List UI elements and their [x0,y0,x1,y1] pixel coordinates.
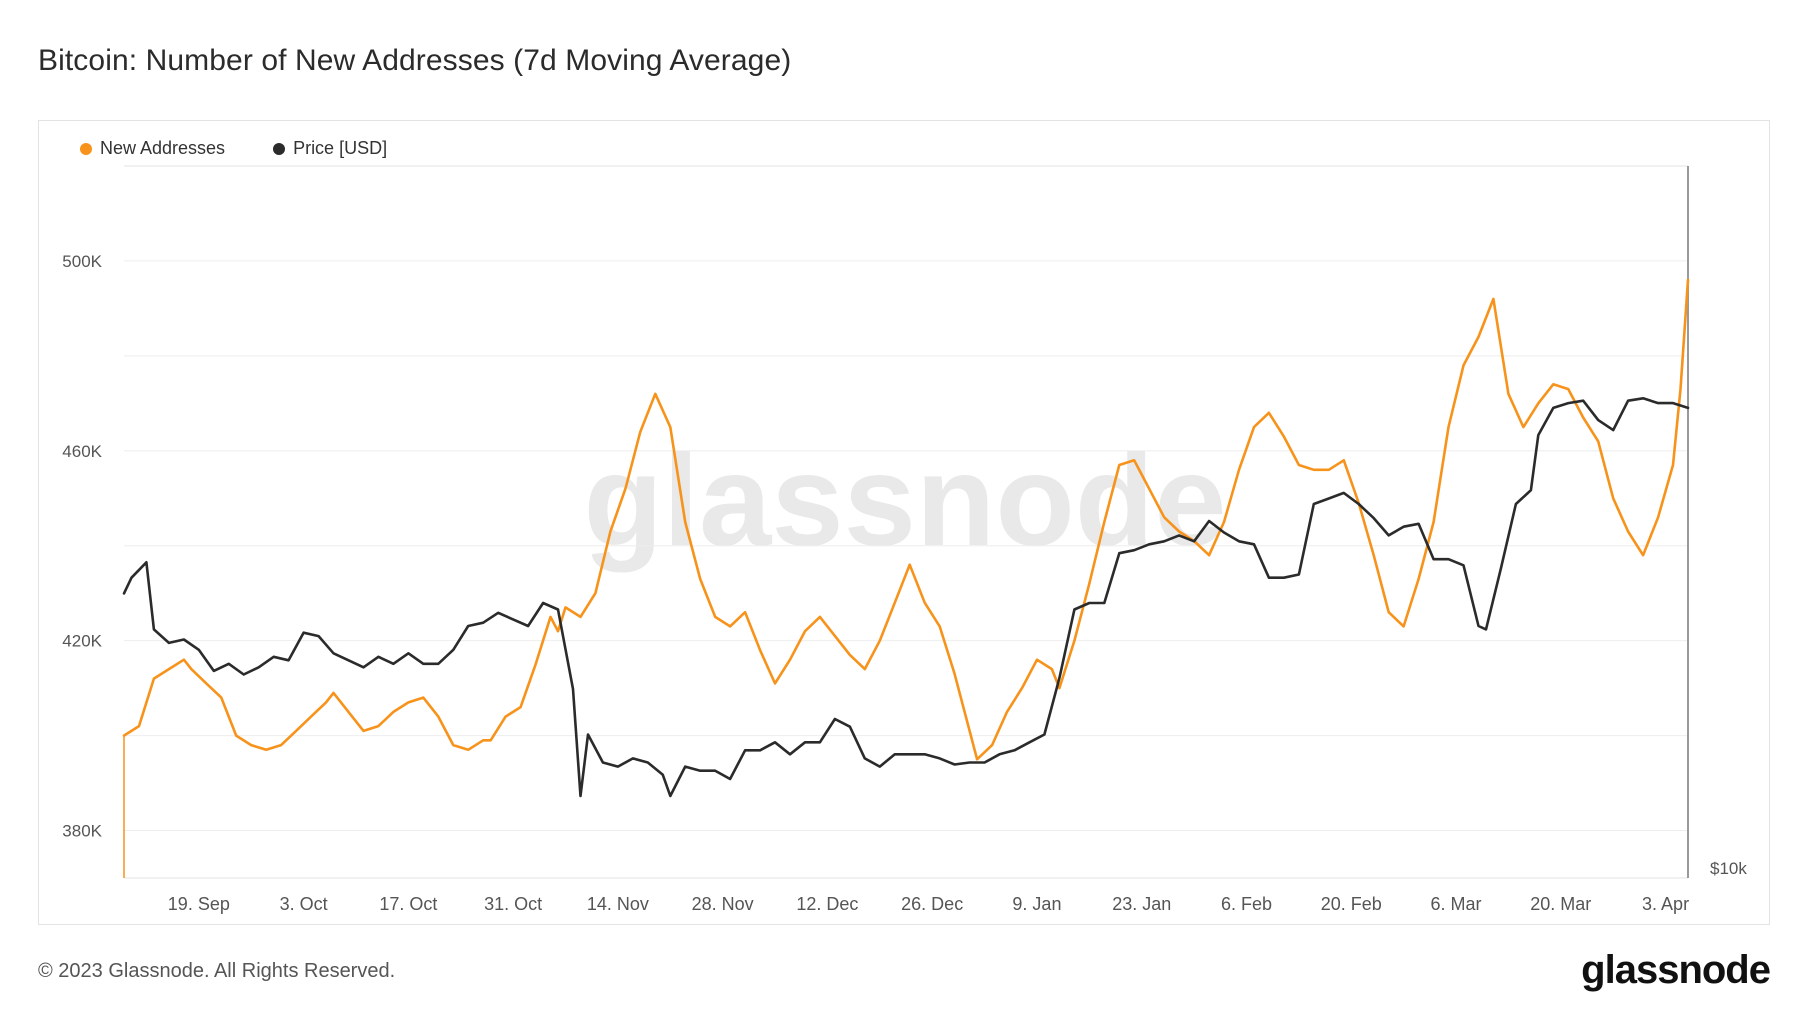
x-tick-label: 20. Feb [1321,894,1382,914]
chart-frame [38,120,1770,925]
legend-label-price: Price [USD] [293,138,388,158]
series-line-price [122,397,1690,798]
x-tick-label: 3. Oct [280,894,328,914]
x-tick-label: 23. Jan [1112,894,1171,914]
x-tick-label: 17. Oct [379,894,437,914]
y-tick-label: 460K [62,442,102,461]
y-tick-label: 380K [62,822,102,841]
x-tick-label: 26. Dec [901,894,963,914]
watermark: glassnode [584,427,1227,573]
x-tick-label: 14. Nov [587,894,649,914]
x-tick-label: 28. Nov [692,894,754,914]
y-tick-label: 420K [62,632,102,651]
glassnode-logo: glassnode [1581,948,1771,992]
y-tick-label: 500K [62,252,102,271]
copyright-text: © 2023 Glassnode. All Rights Reserved. [38,960,396,982]
legend-dot-price-icon [273,142,286,155]
legend-dot-new-addresses-icon [80,142,92,155]
legend-label-new-addresses: New Addresses [100,138,226,158]
y-right-tick-label: $10k [1710,859,1747,878]
legend-item-new-addresses[interactable]: New Addresses [80,138,225,159]
x-tick-label: 9. Jan [1012,894,1061,914]
x-tick-label: 6. Mar [1431,894,1482,914]
x-tick-label: 3. Apr [1642,894,1689,914]
x-tick-label: 31. Oct [484,894,542,914]
x-tick-label: 6. Feb [1221,894,1272,914]
x-tick-label: 12. Dec [796,894,858,914]
x-tick-label: 19. Sep [168,894,230,914]
x-tick-label: 20. Mar [1530,894,1591,914]
legend-item-price[interactable]: Price [USD] [273,138,387,159]
chart-legend: New Addresses Price [USD] [80,138,387,159]
series-line-new-addresses [122,278,1690,761]
page-title: Bitcoin: Number of New Addresses (7d Mov… [38,44,792,77]
